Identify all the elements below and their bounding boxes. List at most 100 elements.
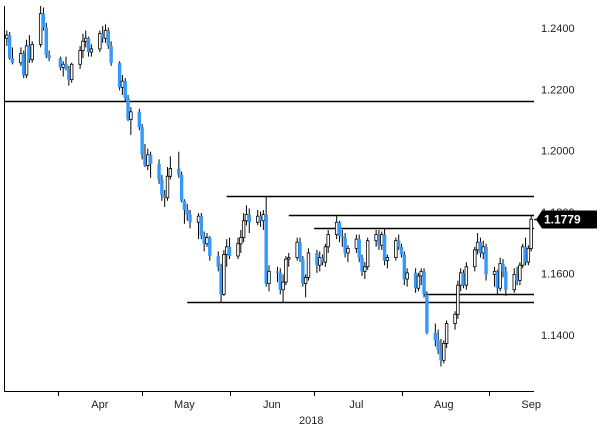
candle xyxy=(24,39,29,79)
candle xyxy=(343,233,347,258)
candle xyxy=(89,44,94,57)
levels-layer xyxy=(4,100,534,304)
candle-body-up xyxy=(456,284,460,315)
y-tick-label: 1.2000 xyxy=(541,146,575,158)
candle xyxy=(464,262,469,290)
candle-body-up xyxy=(129,111,133,120)
candle-body-down xyxy=(86,38,91,53)
candles-layer xyxy=(5,6,533,367)
candle xyxy=(61,61,65,77)
candle xyxy=(216,251,220,272)
candle xyxy=(380,231,384,250)
candle-body-up xyxy=(120,80,125,88)
candle-body-up xyxy=(168,168,173,177)
candle-body-down xyxy=(227,246,232,257)
candle-body-up xyxy=(30,43,34,61)
candle xyxy=(19,47,23,66)
candle-body-up xyxy=(380,234,384,246)
candle-body-down xyxy=(117,62,122,88)
candle-body-up xyxy=(89,48,94,53)
candle-body-up xyxy=(287,257,291,260)
candle xyxy=(67,65,71,86)
candle-body-down xyxy=(199,216,204,237)
candle xyxy=(475,233,480,255)
candle xyxy=(117,61,122,91)
candle xyxy=(354,234,359,253)
x-tick-label: Sep xyxy=(521,399,541,411)
candle xyxy=(295,237,299,261)
candle xyxy=(247,208,251,234)
candle xyxy=(86,36,91,57)
candle xyxy=(284,256,288,286)
candle-body-down xyxy=(399,246,404,255)
candle xyxy=(188,210,192,229)
candle-body-up xyxy=(81,40,85,51)
candle xyxy=(529,216,533,252)
candle-body-up xyxy=(529,218,533,249)
candle-body-up xyxy=(512,274,516,291)
y-tick-label: 1.2200 xyxy=(541,84,575,96)
candle xyxy=(137,108,142,131)
candle-body-up xyxy=(241,220,246,239)
y-tick-label: 1.2400 xyxy=(541,23,575,35)
candle-body-up xyxy=(196,215,201,223)
candle xyxy=(196,213,201,240)
candle-body-up xyxy=(416,275,421,289)
candle-body-down xyxy=(377,234,381,246)
candle-body-up xyxy=(236,243,240,257)
candle xyxy=(346,245,350,263)
candle xyxy=(177,151,181,178)
candle-body-up xyxy=(19,53,23,64)
candle xyxy=(22,50,26,79)
candle xyxy=(374,229,378,247)
candle-body-down xyxy=(100,33,105,39)
candle xyxy=(182,199,187,224)
candle xyxy=(315,249,319,273)
candle xyxy=(143,144,147,168)
candle xyxy=(281,274,285,303)
candle xyxy=(298,237,302,263)
candle-body-down xyxy=(157,163,161,180)
candle xyxy=(416,272,421,292)
y-tick-label: 1.1600 xyxy=(541,268,575,280)
candle-body-down xyxy=(188,214,192,223)
candle-body-down xyxy=(202,236,206,244)
candle-body-down xyxy=(143,154,147,166)
candle-body-up xyxy=(24,45,29,76)
candle-body-down xyxy=(126,98,130,120)
candle-body-up xyxy=(326,234,330,248)
candle-body-down xyxy=(247,214,251,223)
candle-body-down xyxy=(185,210,189,215)
candle-body-up xyxy=(419,270,423,277)
candle-body-up xyxy=(459,272,463,286)
candle xyxy=(225,239,229,267)
candle xyxy=(278,268,282,295)
candle xyxy=(126,94,130,122)
candle xyxy=(264,196,268,287)
candle-body-down xyxy=(402,254,407,280)
candle xyxy=(27,35,32,63)
candle xyxy=(258,211,263,227)
candle-body-down xyxy=(396,240,401,247)
candle xyxy=(109,41,113,66)
candle-body-down xyxy=(315,252,319,266)
candle-body-down xyxy=(382,234,387,261)
candle xyxy=(244,205,249,226)
candle-body-down xyxy=(425,294,429,333)
axes-layer: Apr May Jun Jul Aug Sep 2018 1.2400 1.2200 1.2000… xyxy=(4,6,575,427)
candle-body-up xyxy=(521,246,525,266)
candle xyxy=(84,30,88,48)
candle-body-down xyxy=(439,349,443,361)
candle xyxy=(385,254,390,269)
candle xyxy=(481,240,485,260)
candle xyxy=(318,251,322,272)
candle xyxy=(160,174,164,201)
candle-body-up xyxy=(354,238,359,249)
candle-body-up xyxy=(165,175,170,199)
candle-body-up xyxy=(284,258,288,283)
candle-body-up xyxy=(374,234,378,242)
candle-body-up xyxy=(405,272,409,280)
candle xyxy=(360,254,364,276)
candle-body-down xyxy=(10,58,15,63)
candle-body-down xyxy=(22,53,26,76)
